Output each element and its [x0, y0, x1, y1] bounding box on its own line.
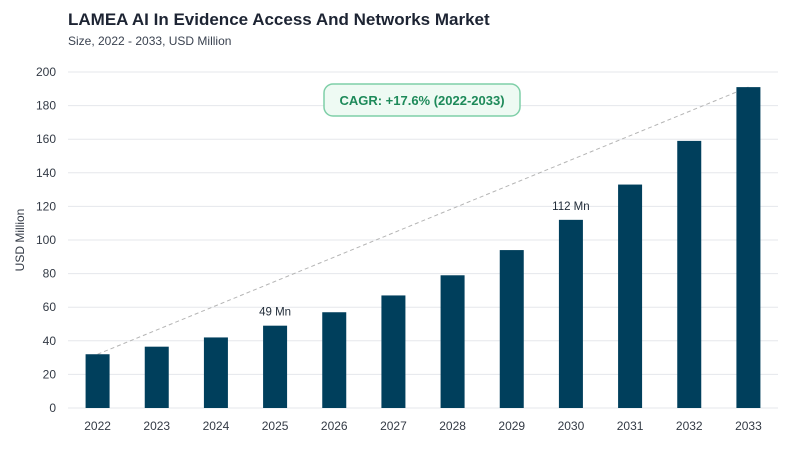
x-tick-label: 2030 [558, 419, 585, 433]
gridlines [68, 71, 778, 409]
bar-2025 [263, 325, 288, 408]
chart-subtitle: Size, 2022 - 2033, USD Million [68, 34, 232, 48]
chart-title: LAMEA AI In Evidence Access And Networks… [68, 10, 490, 29]
bar-2022 [85, 354, 110, 408]
x-tick-label: 2022 [84, 419, 111, 433]
data-label: 49 Mn [259, 307, 291, 319]
bar-2030 [558, 219, 583, 408]
y-tick-label: 20 [43, 367, 57, 381]
cagr-badge-box [323, 83, 521, 117]
y-tick-label: 200 [36, 65, 56, 79]
y-tick-label: 140 [36, 166, 56, 180]
y-tick-label: 100 [36, 233, 56, 247]
bars [85, 87, 761, 409]
x-tick-label: 2028 [439, 419, 466, 433]
data-label: 112 Mn [552, 201, 590, 213]
bar-2031 [618, 184, 643, 408]
x-tick-label: 2023 [143, 419, 170, 433]
data-labels: 49 Mn 112 Mn [259, 201, 590, 319]
x-tick-label: 2029 [498, 419, 525, 433]
x-tick-label: 2033 [735, 419, 762, 433]
y-tick-label: 40 [43, 334, 57, 348]
x-tick-label: 2024 [203, 419, 230, 433]
bar-2033 [736, 87, 761, 409]
x-axis-ticks: 2022 2023 2024 2025 2026 2027 2028 2029 2030 2031… [84, 419, 762, 433]
y-axis-ticks: 0 20 40 60 80 100 120 140 160 180 200 [36, 65, 56, 415]
bar-2023 [144, 346, 169, 408]
cagr-badge-text: CAGR: +17.6% (2022-2033) [339, 93, 504, 108]
x-tick-label: 2025 [262, 419, 289, 433]
bar-2032 [677, 140, 702, 408]
x-tick-label: 2026 [321, 419, 348, 433]
cagr-trend-line [97, 86, 749, 355]
y-tick-label: 120 [36, 199, 56, 213]
x-tick-label: 2032 [676, 419, 703, 433]
bar-2029 [499, 250, 524, 408]
x-tick-label: 2027 [380, 419, 407, 433]
y-tick-label: 180 [36, 99, 56, 113]
cagr-badge: CAGR: +17.6% (2022-2033) [323, 83, 521, 117]
y-tick-label: 80 [43, 267, 57, 281]
bar-2027 [381, 295, 406, 408]
y-tick-label: 0 [49, 401, 56, 415]
bar-2026 [322, 312, 347, 408]
bar-2024 [203, 337, 228, 408]
x-tick-label: 2031 [617, 419, 644, 433]
y-axis-label: USD Million [13, 209, 27, 272]
bar-2028 [440, 275, 465, 408]
y-tick-label: 160 [36, 132, 56, 146]
y-tick-label: 60 [43, 300, 57, 314]
